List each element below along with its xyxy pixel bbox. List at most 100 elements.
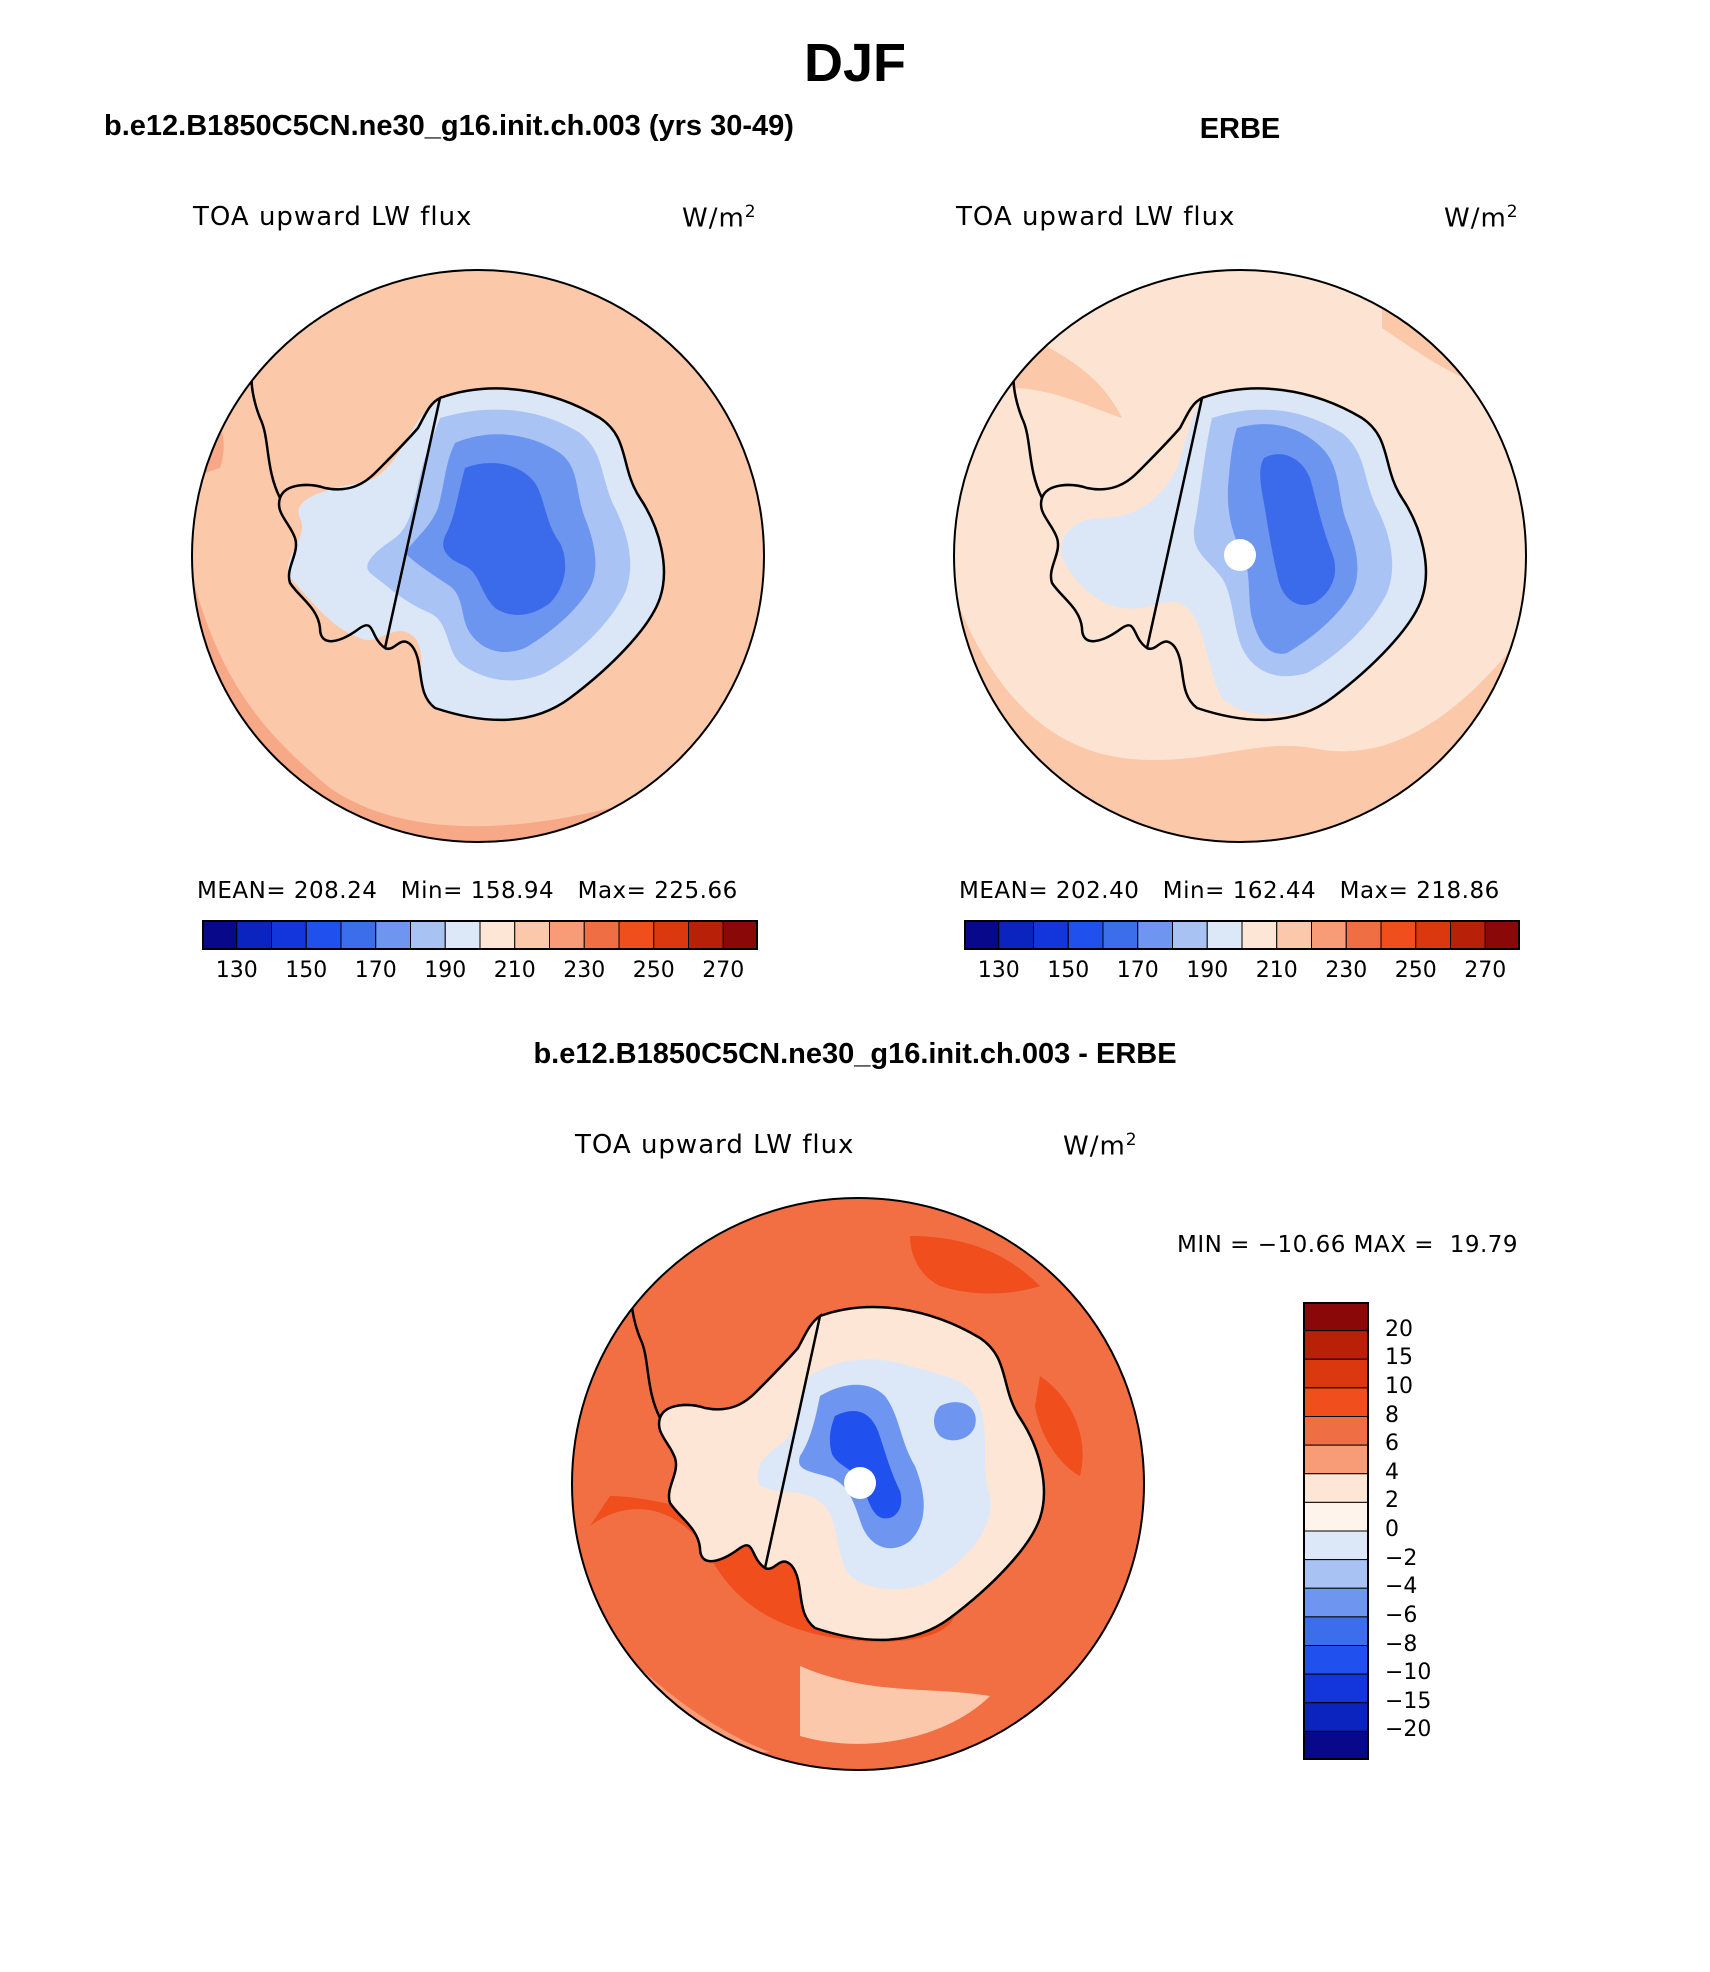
colorbar-swatch: [410, 920, 446, 950]
map-land-blue-patch: [934, 1402, 976, 1441]
colorbar-swatch: [549, 920, 585, 950]
map-coastline: [1039, 387, 1428, 722]
map-diff: [571, 1197, 1145, 1771]
colorbar-swatch: [1303, 1559, 1369, 1589]
colorbar-swatch: [1311, 920, 1347, 950]
colorbar-tick-label: 230: [563, 958, 606, 983]
colorbar-tick-label: 150: [285, 958, 328, 983]
colorbar-swatch: [998, 920, 1034, 950]
pole-missing-dot: [1224, 539, 1256, 571]
colorbar-tick-label: 8: [1385, 1402, 1399, 1428]
colorbar-tick-label: 190: [1186, 958, 1229, 983]
colorbar-swatch: [618, 920, 655, 950]
colorbar-swatch: [1303, 1645, 1369, 1675]
colorbar-swatch: [375, 920, 411, 950]
map-ocean-rim: [1035, 1376, 1083, 1476]
colorbar-tick-label: 250: [1394, 958, 1437, 983]
colorbar-swatch: [1172, 920, 1208, 950]
colorbar-swatch: [340, 920, 377, 950]
colorbar-swatch: [305, 920, 342, 950]
panel-2-stats: MEAN= 202.40 Min= 162.44 Max= 218.86: [959, 878, 1500, 904]
panel-3-heading: b.e12.B1850C5CN.ne30_g16.init.ch.003 - E…: [533, 1038, 1177, 1070]
colorbar-swatch: [1303, 1387, 1369, 1417]
colorbar-frame: [1303, 1302, 1369, 1760]
map-model: [191, 269, 765, 843]
colorbar-swatch: [1484, 920, 1520, 950]
map-ocean-light: [800, 1666, 990, 1744]
colorbar-swatch: [271, 920, 307, 950]
colorbar-swatch: [1303, 1444, 1369, 1475]
panel-2-variable-label: TOA upward LW flux: [956, 202, 1236, 232]
colorbar-tick-label: 6: [1385, 1431, 1399, 1457]
colorbar-swatch: [964, 920, 1000, 950]
map-land-core: [443, 463, 566, 615]
colorbar-swatch: [1303, 1587, 1369, 1618]
panel-1-units-label: W/m2: [682, 202, 757, 234]
colorbar-model: [202, 920, 758, 950]
colorbar-tick-label: 15: [1385, 1345, 1413, 1371]
colorbar-tick-label: 0: [1385, 1517, 1399, 1542]
colorbar-swatch: [1303, 1302, 1369, 1332]
panel-3-stats: MIN = −10.66 MAX = 19.79: [1177, 1232, 1519, 1258]
colorbar-swatch: [202, 920, 238, 950]
colorbar-diff-ticks: 20 15 10 8 6 4 2 0 −2 −4 −6 −8 −10 −15 −20: [1385, 1302, 1465, 1760]
colorbar-frame: [202, 920, 758, 950]
map-land-core: [829, 1411, 902, 1519]
panel-3-variable-label: TOA upward LW flux: [575, 1130, 855, 1160]
colorbar-tick-label: 210: [493, 958, 536, 983]
colorbar-tick-label: −4: [1385, 1574, 1418, 1600]
colorbar-tick-label: −2: [1385, 1545, 1418, 1571]
colorbar-swatch: [236, 920, 272, 950]
colorbar-tick-label: 230: [1325, 958, 1368, 983]
colorbar-swatch: [1241, 920, 1278, 950]
figure-title: DJF: [803, 33, 906, 93]
colorbar-tick-label: −10: [1385, 1660, 1432, 1686]
colorbar-tick-label: 4: [1385, 1459, 1399, 1485]
map-ocean-rim: [910, 1236, 1040, 1294]
colorbar-tick-label: 270: [702, 958, 745, 983]
colorbar-swatch: [1137, 920, 1173, 950]
colorbar-swatch: [1303, 1358, 1369, 1389]
colorbar-swatch: [653, 920, 689, 950]
colorbar-diff: [1303, 1302, 1369, 1760]
colorbar-swatch: [1276, 920, 1312, 950]
colorbar-tick-label: 130: [215, 958, 258, 983]
colorbar-tick-label: 170: [354, 958, 397, 983]
colorbar-swatch: [1380, 920, 1417, 950]
map-coastline: [277, 387, 666, 722]
colorbar-swatch: [1067, 920, 1104, 950]
colorbar-swatch: [479, 920, 516, 950]
colorbar-frame: [964, 920, 1520, 950]
colorbar-swatch: [688, 920, 724, 950]
colorbar-swatch: [1345, 920, 1382, 950]
panel-1-heading: b.e12.B1850C5CN.ne30_g16.init.ch.003 (yr…: [104, 110, 794, 142]
colorbar-swatch: [1303, 1501, 1369, 1532]
colorbar-swatch: [444, 920, 481, 950]
colorbar-swatch: [1303, 1416, 1369, 1446]
colorbar-tick-label: 270: [1464, 958, 1507, 983]
colorbar-swatch: [1102, 920, 1139, 950]
pole-missing-dot: [844, 1467, 876, 1499]
colorbar-tick-label: 130: [977, 958, 1020, 983]
map-border: [953, 269, 1527, 843]
colorbar-tick-label: 170: [1116, 958, 1159, 983]
panel-1-variable-label: TOA upward LW flux: [193, 202, 473, 232]
colorbar-tick-label: 190: [424, 958, 467, 983]
colorbar-swatch: [1303, 1473, 1369, 1503]
colorbar-swatch: [1303, 1673, 1369, 1704]
colorbar-tick-label: −20: [1385, 1717, 1432, 1743]
colorbar-tick-label: 2: [1385, 1488, 1399, 1514]
colorbar-tick-label: 10: [1385, 1373, 1413, 1399]
map-border: [191, 269, 765, 843]
colorbar-swatch: [1303, 1730, 1369, 1760]
colorbar-tick-label: 250: [632, 958, 675, 983]
colorbar-swatch: [514, 920, 550, 950]
colorbar-tick-label: −8: [1385, 1631, 1418, 1657]
panel-3-units-label: W/m2: [1063, 1130, 1138, 1162]
map-obs: [953, 269, 1527, 843]
colorbar-swatch: [722, 920, 758, 950]
colorbar-obs-ticks: 130 150 170 190 210 230 250 270: [964, 958, 1520, 988]
colorbar-tick-label: 150: [1047, 958, 1090, 983]
panel-2-heading: ERBE: [1199, 113, 1281, 145]
colorbar-swatch: [1303, 1330, 1369, 1360]
